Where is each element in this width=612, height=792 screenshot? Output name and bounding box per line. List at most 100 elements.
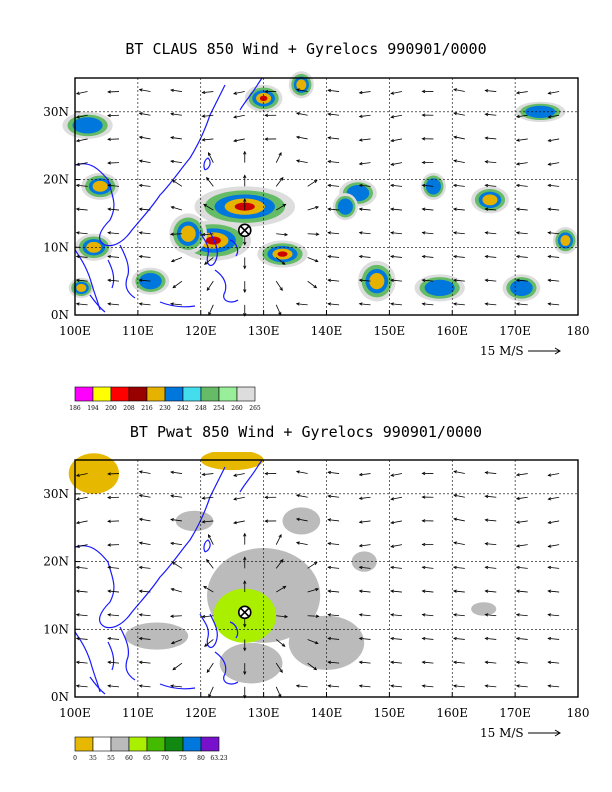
wind-vector [138, 278, 151, 282]
wind-vector-head [390, 613, 394, 617]
wind-vector-shaft [516, 520, 528, 523]
wind-vector-shaft [139, 303, 151, 306]
wind-vector [390, 520, 403, 525]
wind-vector-head [282, 203, 287, 208]
wind-vector [327, 254, 340, 259]
wind-vector-head [314, 259, 319, 263]
wind-vector-head [390, 520, 395, 525]
wind-vector-shaft [204, 639, 214, 647]
wind-vector-shaft [76, 614, 88, 617]
wind-vector [243, 257, 247, 270]
wind-vector [233, 91, 245, 95]
wind-vector-shaft [108, 637, 120, 640]
wind-vector-shaft [139, 136, 151, 140]
wind-vector [358, 544, 371, 548]
wind-vector-shaft [171, 206, 183, 211]
wind-vector-head [278, 533, 282, 538]
wind-vector-shaft [296, 160, 308, 164]
wind-vector-head [452, 636, 457, 641]
coastline [119, 244, 136, 299]
wind-vector-head [452, 278, 457, 282]
wind-vector [275, 558, 284, 569]
wind-vector [307, 614, 320, 618]
wind-vector-head [75, 636, 80, 641]
colorbar-swatch [128, 736, 148, 752]
cloud-top-patch [337, 198, 353, 215]
wind-vector [390, 496, 403, 501]
wind-vector [138, 207, 151, 211]
wind-vector-head [233, 91, 237, 95]
cloud-top-patch [277, 251, 288, 257]
coastline [107, 641, 115, 671]
wind-vector-head [75, 684, 80, 688]
wind-vector-head [282, 585, 287, 590]
wind-vector [484, 636, 497, 641]
wind-vector [75, 183, 88, 188]
wind-vector-head [390, 115, 395, 119]
wind-vector-head [484, 278, 489, 282]
wind-vector [358, 302, 371, 306]
wind-vector-head [358, 183, 363, 188]
wind-vector-head [515, 183, 520, 188]
wind-vector-head [295, 470, 300, 474]
wind-vector-head [390, 565, 394, 570]
wind-vector [358, 114, 371, 118]
wind-vector [421, 160, 434, 165]
wind-vector-shaft [390, 255, 402, 258]
colorbar-swatch [146, 386, 166, 402]
wind-vector-shaft [359, 496, 371, 499]
wind-vector [201, 90, 214, 95]
coastline [119, 626, 136, 681]
wind-vector [295, 88, 308, 92]
wind-vector [107, 472, 120, 476]
wind-vector-shaft [76, 661, 88, 664]
wind-vector [327, 278, 340, 282]
wind-vector [452, 684, 465, 688]
wind-vector-shaft [390, 685, 402, 688]
wind-vector [327, 302, 340, 306]
wind-vector [307, 639, 319, 645]
wind-vector-head [313, 561, 318, 566]
wind-vector-head [452, 613, 457, 617]
wind-vector-head [75, 589, 80, 593]
colorbar-swatch [74, 736, 94, 752]
wind-vector-head [233, 115, 237, 119]
wind-vector [547, 302, 560, 306]
wind-vector-head [107, 278, 112, 282]
wind-vector-shaft [328, 519, 340, 522]
wind-vector [547, 183, 560, 188]
wind-vector [452, 636, 465, 641]
wind-vector-head [358, 114, 363, 118]
wind-vector [547, 636, 560, 641]
wind-vector [75, 660, 88, 664]
wind-vector-head [515, 114, 520, 119]
colorbar-label: 0 [73, 755, 77, 762]
wind-vector-head [484, 254, 489, 259]
wind-vector-shaft [359, 162, 371, 165]
colorbar-label: 254 [213, 405, 225, 412]
wind-vector-shaft [453, 518, 465, 522]
wind-vector [484, 160, 497, 164]
wind-vector [170, 494, 182, 498]
wind-vector [107, 495, 120, 500]
wind-vector-shaft [108, 566, 120, 569]
wind-vector-shaft [139, 685, 151, 688]
wind-vector [484, 278, 497, 282]
gyre-cross [240, 607, 250, 617]
wind-vector-head [547, 520, 552, 525]
wind-vector-head [75, 278, 80, 282]
wind-vector-head [421, 137, 426, 141]
wind-vector [275, 533, 282, 545]
wind-vector-head [264, 89, 269, 94]
wind-vector-head [313, 666, 318, 671]
wind-vector [327, 136, 340, 140]
wind-vector-shaft [453, 685, 465, 688]
wind-vector-shaft [328, 137, 340, 140]
wind-vector-head [484, 207, 489, 211]
wind-vector-head [138, 541, 143, 545]
wind-vector [275, 176, 284, 187]
wind-vector [515, 496, 528, 501]
wind-vector-head [453, 111, 458, 116]
wind-vector [421, 183, 434, 188]
wind-vector-head [390, 91, 395, 95]
